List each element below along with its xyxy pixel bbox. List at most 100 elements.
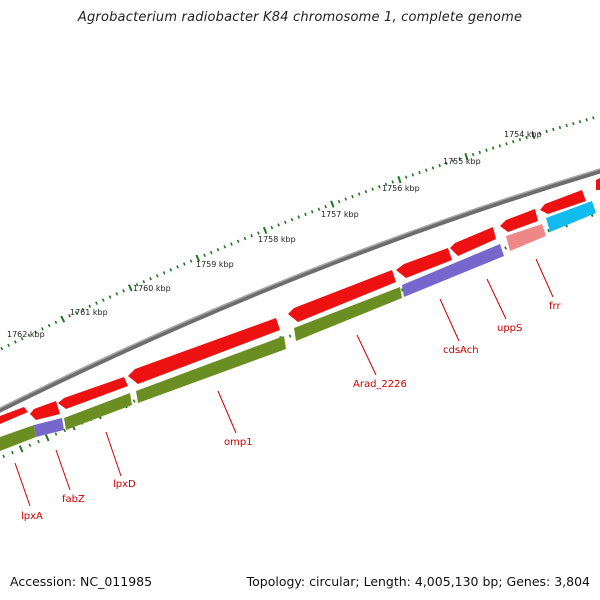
ruler-tick <box>230 242 233 246</box>
ruler-tick <box>337 199 341 204</box>
cds-arrow[interactable] <box>58 377 128 409</box>
gene-label-upps[interactable]: uppS <box>497 323 522 334</box>
ruler-tick <box>162 271 166 275</box>
gene-bar[interactable] <box>402 244 504 297</box>
ruler-tick <box>384 182 388 187</box>
ruler-tick <box>250 234 253 238</box>
ruler-tick <box>155 274 159 278</box>
gene-label-fabz[interactable]: fabZ <box>62 494 85 505</box>
ruler-tick <box>0 346 4 351</box>
features <box>0 178 600 451</box>
ruler-tick <box>41 327 44 331</box>
gene-bar[interactable] <box>64 393 132 430</box>
ruler-label: 1760 kbp <box>133 284 171 293</box>
gene-bar[interactable] <box>34 418 64 437</box>
gene-label-frr[interactable]: frr <box>549 301 561 312</box>
ruler-tick <box>47 323 51 328</box>
gene-bar[interactable] <box>0 425 36 451</box>
cds-arrow[interactable] <box>396 248 452 278</box>
ruler-tick <box>277 223 280 227</box>
ruler-label: 1759 kbp <box>196 260 234 269</box>
cds-arrow[interactable] <box>450 227 496 256</box>
ruler-tick <box>68 314 71 318</box>
ruler-tick <box>18 445 24 453</box>
ruler-tick <box>418 170 421 175</box>
gene-label-omp1[interactable]: omp1 <box>224 437 253 448</box>
gene-label-lpxd[interactable]: lpxD <box>113 479 136 490</box>
ruler-tick <box>478 150 482 154</box>
ruler-tick <box>28 443 32 447</box>
ruler-tick <box>195 254 201 262</box>
map-title: Agrobacterium radiobacter K84 chromosome… <box>77 10 523 25</box>
gene-label-lpxa[interactable]: lpxA <box>21 511 43 522</box>
ruler-tick <box>189 259 193 263</box>
ruler-tick <box>565 123 568 128</box>
ruler-tick <box>284 220 287 224</box>
ruler-label: 1761 kbp <box>70 308 108 317</box>
ruler-tick <box>572 121 575 126</box>
ruler-tick <box>304 212 307 217</box>
ruler-tick <box>371 187 374 191</box>
ruler-tick <box>531 131 536 140</box>
ruler-tick <box>491 146 495 150</box>
ruler-tick <box>547 228 550 233</box>
cds-arrow[interactable] <box>500 209 538 232</box>
ruler-tick <box>132 399 136 403</box>
ruler-tick <box>525 135 528 140</box>
ruler-tick <box>270 225 274 230</box>
ruler-tick <box>27 333 31 338</box>
cds-arrow[interactable] <box>128 318 280 384</box>
gene-bar[interactable] <box>294 287 402 341</box>
ruler-tick <box>552 127 555 132</box>
ruler-tick <box>127 284 133 292</box>
ruler-tick <box>330 200 335 208</box>
gene-label-arad-2226[interactable]: Arad_2226 <box>353 379 407 390</box>
ruler-tick <box>257 231 260 235</box>
ruler-tick <box>288 334 292 338</box>
ruler-label: 1756 kbp <box>382 184 420 193</box>
ruler-tick <box>498 144 502 148</box>
ruler-tick <box>324 204 327 209</box>
cds-arrow[interactable] <box>0 407 28 424</box>
ruler-tick <box>34 330 38 334</box>
ruler-label: 1758 kbp <box>258 235 296 244</box>
cds-arrow[interactable] <box>596 178 600 190</box>
ruler-tick <box>236 239 240 243</box>
ruler-tick <box>44 434 50 442</box>
ruler-tick <box>60 315 66 323</box>
cds-arrow[interactable] <box>30 401 60 420</box>
cds-arrow[interactable] <box>288 270 396 322</box>
gene-bar[interactable] <box>506 224 546 251</box>
ruler-tick <box>545 129 548 134</box>
cds-arrow[interactable] <box>540 190 586 214</box>
ruler-tick <box>88 304 92 309</box>
ruler-tick <box>142 280 146 284</box>
ruler-tick <box>344 197 348 201</box>
ruler-label: 1757 kbp <box>321 210 359 219</box>
ruler-tick <box>458 157 461 161</box>
ruler-label: 1754 kbp <box>504 130 542 139</box>
ruler-tick <box>176 265 179 269</box>
ruler-tick <box>438 163 441 168</box>
ruler-tick <box>431 166 435 170</box>
ruler-tick <box>203 253 206 258</box>
ruler-tick <box>54 432 58 436</box>
ruler-tick <box>2 454 6 458</box>
ruler-tick <box>135 283 139 287</box>
ruler-tick <box>122 289 125 293</box>
ruler-tick <box>404 175 408 179</box>
gene-bar[interactable] <box>136 336 286 403</box>
ruler-tick <box>216 247 220 252</box>
gene-leaders <box>14 258 554 507</box>
ruler-tick <box>357 192 361 196</box>
accession-text: Accession: NC_011985 <box>10 574 153 589</box>
ruler-tick <box>351 194 354 199</box>
ruler-ticks <box>0 116 595 351</box>
ruler-tick <box>243 236 247 241</box>
ruler-tick <box>378 185 381 189</box>
gene-label-cdsach[interactable]: cdsAch <box>443 345 479 356</box>
ruler-tick <box>558 125 562 130</box>
ruler-tick <box>13 340 17 344</box>
gene-bar[interactable] <box>546 201 596 232</box>
ruler-tick <box>401 288 404 292</box>
